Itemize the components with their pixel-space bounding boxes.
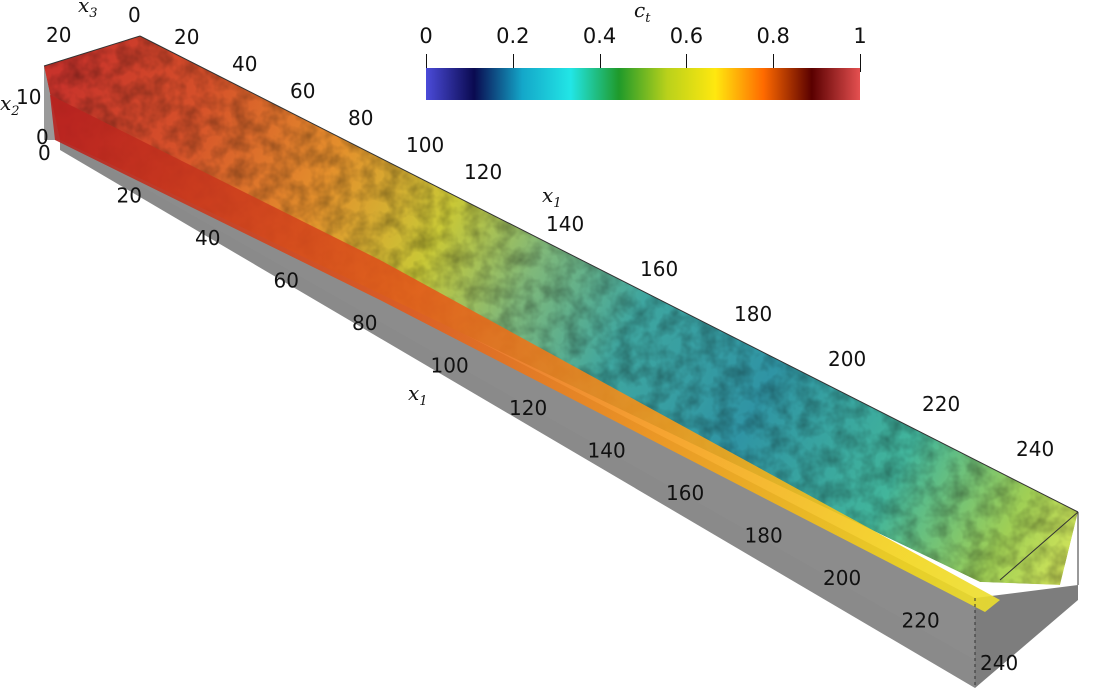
svg-text:x3: x3 [78,0,98,21]
x1-top-tick: 220 [922,392,960,416]
x1-front-tick: 120 [509,396,547,420]
x1-front-tick: 20 [117,184,142,208]
colorbar-tick-label: 0.4 [582,24,617,48]
flow-front-edge [50,95,1000,612]
x1-top-tick: 40 [232,52,257,76]
x1-front-tick: 0 [38,141,51,165]
axis-x3-label: x3 [78,0,98,21]
colorbar-tick-mark [773,54,775,72]
x1-top-tick: 120 [464,160,502,184]
x1-top-ticks: 140 160 180 200 220 240 [546,212,1054,461]
svg-text:x1: x1 [542,183,562,211]
flow-surface [44,36,1078,585]
x1-front-tick: 220 [902,609,940,633]
axis-x1-front-label: x1 [408,381,428,409]
colorbar-tick-mark [426,54,427,72]
x1-top-tick: 240 [1016,437,1054,461]
x3-tick-20: 20 [46,23,71,47]
x1-front-tick: 100 [431,354,469,378]
colorbar-title: ct [634,0,651,26]
x1-front-tick: 180 [745,524,783,548]
colorbar-gradient [426,68,860,100]
colorbar-tick-label: 0 [419,24,433,48]
x1-top-tick: 140 [546,212,584,236]
x1-front-tick: 140 [588,439,626,463]
colorbar-tick-mark [860,54,861,72]
svg-text:x2: x2 [0,91,20,119]
bounding-box [43,35,1079,688]
axis-x2-label: x2 [0,91,20,119]
channel-right-floor [975,585,1078,688]
x1-top-tick: 60 [290,79,315,103]
colorbar-tick-label: 0.6 [669,24,704,48]
colorbar-tick-mark [599,54,601,72]
colorbar-tick-label: 1 [853,24,867,48]
x1-front-tick: 160 [666,481,704,505]
x1-top-tick: 200 [828,347,866,371]
colorbar-tick-label: 0.2 [496,24,530,48]
x2-tick-10: 10 [16,85,41,109]
x1-top-start-ticks: 20 40 60 80 100 120 [174,25,502,184]
colorbar: ct 0 0.2 0.4 0.6 0.8 1 [419,0,867,104]
x1-top-tick: 80 [348,106,373,130]
x1-top-tick: 100 [406,133,444,157]
x2-tick-0: 0 [36,125,49,149]
axis-x1-top-label: x1 [542,183,562,211]
x3-tick-0: 0 [128,3,141,27]
colorbar-tick-mark [512,54,514,72]
x1-front-ticks: 0 20 40 60 80 100 120 140 160 180 200 220 240 [38,141,1018,675]
x1-front-tick: 240 [980,651,1018,675]
x1-front-tick: 80 [352,311,377,335]
colorbar-tick-label: 0.8 [756,24,790,48]
colorbar-tick-mark [686,54,688,72]
x1-front-tick: 60 [274,269,299,293]
x1-front-tick: 200 [823,566,861,590]
svg-text:x1: x1 [408,381,428,409]
x1-top-tick: 20 [174,25,199,49]
channel-front-face-lower [60,140,975,688]
x1-top-tick: 180 [734,302,772,326]
x1-top-tick: 160 [640,257,678,281]
x1-front-tick: 40 [195,226,220,250]
